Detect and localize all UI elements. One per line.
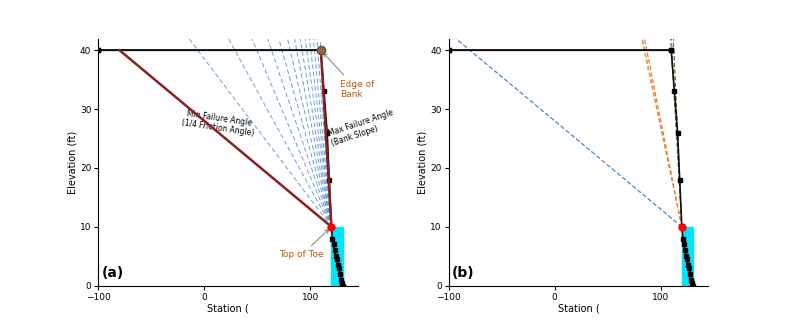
Text: (a): (a) xyxy=(102,266,124,280)
Text: Min Failure Angle
(1/4 Friction Angle): Min Failure Angle (1/4 Friction Angle) xyxy=(181,108,256,138)
Text: (b): (b) xyxy=(452,266,475,280)
Text: Edge of
Bank: Edge of Bank xyxy=(323,53,375,99)
Y-axis label: Elevation (ft): Elevation (ft) xyxy=(67,130,77,194)
Polygon shape xyxy=(682,227,693,286)
Polygon shape xyxy=(331,227,343,286)
Text: Top of Toe: Top of Toe xyxy=(279,230,329,259)
X-axis label: Station (: Station ( xyxy=(207,303,249,313)
Text: Max Failure Angle
(Bank Slope): Max Failure Angle (Bank Slope) xyxy=(327,108,398,148)
Y-axis label: Elevation (ft): Elevation (ft) xyxy=(418,130,427,194)
X-axis label: Station (: Station ( xyxy=(558,303,600,313)
